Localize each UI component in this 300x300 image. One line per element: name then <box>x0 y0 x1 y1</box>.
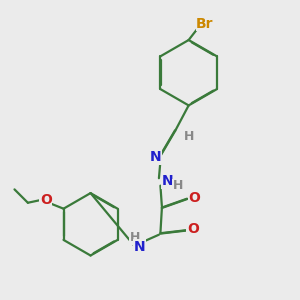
Text: Br: Br <box>196 17 214 31</box>
Text: H: H <box>173 179 183 192</box>
Text: O: O <box>187 222 199 236</box>
Text: H: H <box>130 231 140 244</box>
Text: H: H <box>184 130 194 143</box>
Text: N: N <box>150 150 162 164</box>
Text: O: O <box>40 193 52 207</box>
Text: O: O <box>189 190 200 205</box>
Text: N: N <box>134 240 146 254</box>
Text: N: N <box>162 174 174 188</box>
